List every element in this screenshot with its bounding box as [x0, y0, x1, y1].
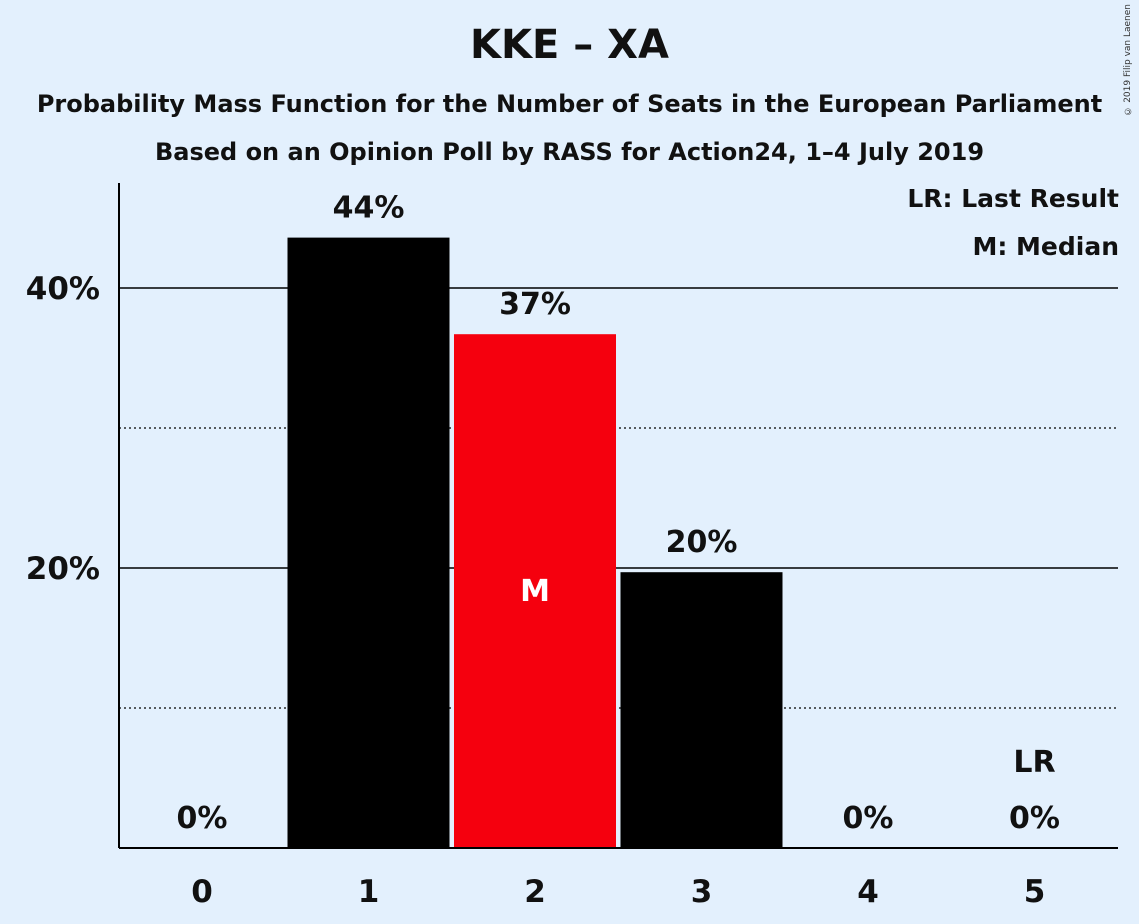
- x-tick-label: 0: [191, 874, 213, 910]
- x-tick-label: 1: [358, 874, 380, 910]
- data-label: 0%: [177, 801, 228, 836]
- chart-subtitle: Probability Mass Function for the Number…: [36, 90, 1103, 118]
- x-tick-label: 5: [1024, 874, 1046, 910]
- data-label: 20%: [666, 525, 738, 560]
- x-tick-label: 2: [524, 874, 546, 910]
- last-result-marker: LR: [1013, 745, 1055, 780]
- bar: [287, 237, 450, 849]
- y-tick-label: 40%: [26, 271, 100, 307]
- data-label: 44%: [333, 191, 405, 226]
- data-label: 0%: [1009, 801, 1060, 836]
- x-tick-label: 4: [857, 874, 879, 910]
- median-marker: M: [520, 574, 550, 609]
- bar: [454, 334, 616, 848]
- bar: [620, 572, 783, 848]
- data-label: 37%: [499, 287, 571, 322]
- chart-title: KKE – XA: [470, 22, 669, 68]
- legend-median: M: Median: [972, 232, 1119, 261]
- data-label: 0%: [843, 801, 894, 836]
- x-tick-label: 3: [691, 874, 713, 910]
- y-tick-label: 20%: [26, 551, 100, 587]
- chart-source: Based on an Opinion Poll by RASS for Act…: [154, 138, 985, 166]
- legend-last-result: LR: Last Result: [907, 184, 1119, 213]
